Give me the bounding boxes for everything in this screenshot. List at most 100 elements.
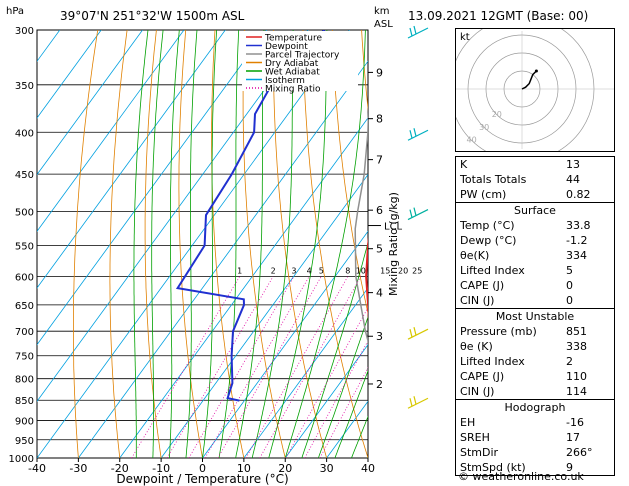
legend-label: Dewpoint [265,42,308,52]
pressure-tick-label: 750 [15,352,34,363]
height-tick-label: 6 [376,204,383,217]
stat-row: StmDir 266° [456,445,614,460]
wind-barb-staff [407,209,429,221]
legend-label: Isotherm [265,76,305,86]
wet-adiabat-line [251,30,294,458]
stat-label: StmDir [460,446,499,459]
pressure-tick-label: 400 [15,128,34,139]
stat-row: EH -16 [456,415,614,430]
hodograph-ring-label: 20 [492,110,502,119]
valid-time: 13.09.2021 12GMT (Base: 00) [408,9,589,23]
hodograph-section: Hodograph EH -16 SREH 17 StmDir 266° StmSpd (k… [456,399,614,475]
wet-adiabat-line [268,30,328,458]
hodograph-ring-label: 30 [479,123,489,132]
stat-label: K [460,158,468,171]
stat-label: Pressure (mb) [460,325,537,338]
wind-barb-flag [413,128,417,137]
stat-label: CIN (J) [460,294,495,307]
wet-adiabat-line [151,30,164,458]
stat-row: Lifted Index 2 [456,354,614,369]
pressure-tick-label: 650 [15,301,34,312]
stat-row: θe(K) 334 [456,248,614,263]
pressure-tick-label: 550 [15,241,34,252]
x-tick-label: 40 [361,462,375,475]
stat-label: SREH [460,431,490,444]
stat-row: Pressure (mb) 851 [456,324,614,339]
wind-barb-flag [409,130,413,139]
dry-adiabat-line [626,30,629,458]
lcl-label: LCL [384,222,403,233]
wet-adiabat-line [301,241,368,458]
wind-barb-flag [409,27,413,37]
legend-label: Temperature [264,34,322,44]
dry-adiabat-line [211,30,245,458]
height-unit-asl: ASL [374,19,393,30]
wind-barb-flag [409,329,413,338]
x-tick-label: 30 [320,462,334,475]
stat-value: 114 [566,385,587,398]
wet-adiabat-line [185,30,198,458]
stat-row: K 13 [456,157,614,172]
pressure-tick-label: 850 [15,396,34,407]
height-tick-label: 2 [376,378,383,391]
stat-label: θe (K) [460,340,493,353]
x-tick-label: 20 [278,462,292,475]
stat-row: Totals Totals 44 [456,172,614,187]
wet-adiabat-line [202,30,217,458]
mixing-ratio-label: 20 [398,266,408,275]
profile-lines [175,30,368,402]
series-parcel-trajectory [354,105,368,344]
legend-label: Dry Adiabat [265,59,319,69]
mixing-ratio-label: 4 [307,266,312,275]
isotherm-line [37,30,350,458]
stat-label: CIN (J) [460,385,495,398]
pressure-tick-label: 950 [15,436,34,447]
hodograph-ring-label: 40 [467,135,477,144]
stat-value: -1.2 [566,234,588,247]
pressure-tick-label: 500 [15,208,34,219]
x-tick-label: -10 [152,462,170,475]
axis-labels: 3003504004505005506006507007508008509009… [6,6,422,486]
height-unit-km: km [374,6,390,17]
wet-adiabat-line [318,315,368,458]
wind-barb [407,207,429,221]
isotherm-line [284,343,368,458]
stat-value: 44 [566,173,580,186]
wet-adiabat-line [334,369,368,458]
hodograph-title: Hodograph [504,401,566,414]
wet-adiabat-line [218,30,240,458]
isotherm-line [78,60,368,458]
dry-adiabat-line [178,30,203,458]
dry-adiabat-line [109,30,128,458]
mixing-ratio-label: 25 [412,266,422,275]
stat-label: EH [460,416,476,429]
stat-label: Lifted Index [460,355,525,368]
wind-barbs [407,25,429,409]
mixing-ratio-line [285,306,368,458]
series-dewpoint [175,30,326,402]
stat-value: 334 [566,249,587,262]
stat-value: 5 [566,264,573,277]
y-axis-unit: hPa [6,6,24,17]
legend-background [242,31,358,91]
stat-value: 33.8 [566,219,591,232]
wind-barb [407,128,429,141]
mixing-ratio-line [304,339,368,458]
pressure-tick-label: 300 [15,26,34,37]
surface-section: Surface Temp (°C) 33.8 Dewp (°C) -1.2 θe(K) 3… [456,202,614,308]
stat-value: 9 [566,461,573,474]
dry-adiabat-line [273,30,327,458]
indices-section: K 13 Totals Totals 44 PW (cm) 0.82 [456,157,614,202]
stat-row: PW (cm) 0.82 [456,187,614,202]
isotherm-line [160,173,368,458]
stat-label: StmSpd (kt) [460,461,526,474]
stat-row: SREH 17 [456,430,614,445]
mixing-ratio-label: 3 [291,266,296,275]
stat-row: CAPE (J) 110 [456,369,614,384]
isotherm-line [243,287,368,458]
wind-barb-flag [413,207,417,216]
legend-label: Wet Adiabat [265,68,320,78]
mixing-ratio-label: 2 [271,266,276,275]
stat-row: θe (K) 338 [456,339,614,354]
